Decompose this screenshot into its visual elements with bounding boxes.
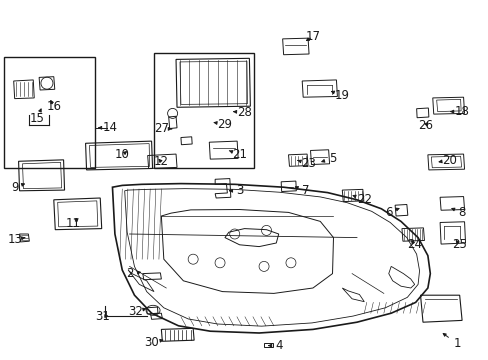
- Text: 6: 6: [384, 206, 398, 219]
- Text: 5: 5: [321, 152, 336, 165]
- Text: 9: 9: [11, 181, 24, 194]
- Bar: [4, 57, 95, 168]
- Text: 4: 4: [268, 339, 282, 352]
- Bar: [154, 53, 254, 168]
- Text: 3: 3: [229, 184, 243, 197]
- Text: 19: 19: [331, 89, 349, 102]
- Text: 32: 32: [128, 305, 146, 318]
- Text: 15: 15: [29, 109, 44, 125]
- Text: 22: 22: [352, 193, 371, 206]
- Text: 26: 26: [417, 119, 432, 132]
- Text: 1: 1: [442, 333, 460, 350]
- Text: 25: 25: [451, 238, 466, 251]
- Text: 8: 8: [451, 206, 465, 219]
- Text: 13: 13: [7, 233, 25, 246]
- Text: 14: 14: [99, 121, 117, 134]
- Text: 24: 24: [406, 238, 421, 251]
- Text: 31: 31: [95, 310, 110, 323]
- Text: 10: 10: [115, 148, 129, 161]
- Text: 29: 29: [214, 118, 232, 131]
- Text: 7: 7: [295, 184, 309, 197]
- Text: 2: 2: [125, 267, 140, 280]
- Text: 16: 16: [46, 100, 61, 113]
- Text: 11: 11: [66, 217, 81, 230]
- Text: 12: 12: [154, 156, 168, 168]
- Text: 18: 18: [450, 105, 468, 118]
- Text: 21: 21: [229, 148, 246, 161]
- Text: 20: 20: [438, 154, 456, 167]
- Text: 17: 17: [305, 30, 320, 43]
- Text: 27: 27: [154, 122, 171, 135]
- Text: 28: 28: [233, 106, 251, 119]
- Text: 30: 30: [144, 336, 163, 349]
- Text: 23: 23: [297, 157, 315, 170]
